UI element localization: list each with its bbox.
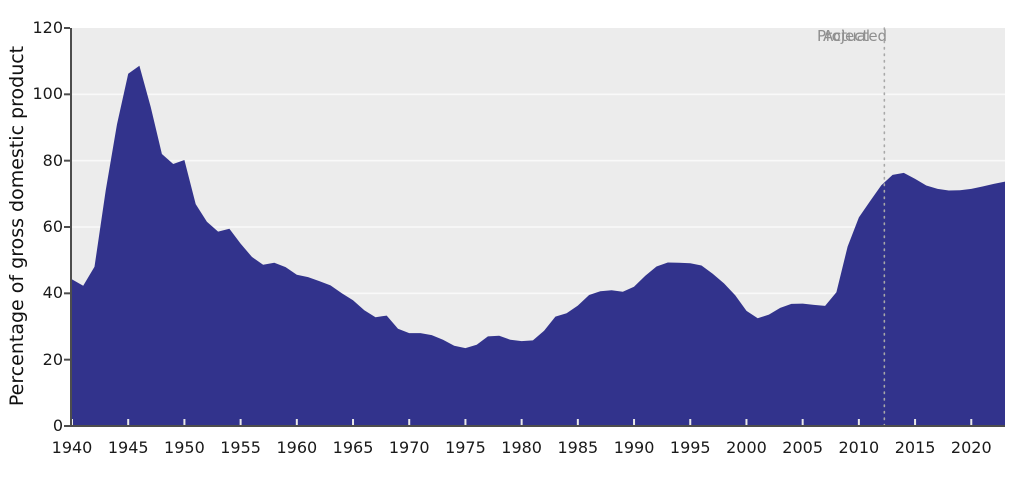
x-tick-label: 2010 [838,438,880,457]
x-tick-label: 1960 [276,438,318,457]
x-tick-label: 1970 [388,438,430,457]
y-tick-label: 0 [52,416,63,435]
x-tick-label: 2005 [782,438,824,457]
x-tick-label: 2020 [950,438,992,457]
x-tick-label: 1995 [669,438,711,457]
projected-label: Projected [817,27,888,45]
x-tick-label: 1975 [445,438,486,457]
x-tick-label: 1980 [501,438,542,457]
x-tick-label: 1955 [220,438,261,457]
x-tick-label: 1950 [164,438,205,457]
actual-label: Actual [823,27,870,45]
x-tick-label: 2015 [894,438,936,457]
x-tick-label: 2000 [726,438,767,457]
y-tick-label: 20 [42,349,63,369]
y-tick-label: 40 [42,283,63,303]
x-tick-label: 1940 [51,438,93,457]
x-tick-label: 1985 [557,438,599,457]
y-tick-label: 80 [42,150,63,170]
y-tick-label: 60 [42,217,63,236]
x-tick-label: 1945 [107,438,149,457]
x-tick-label: 1965 [332,438,374,457]
y-tick-label: 100 [32,84,63,104]
x-tick-label: 1990 [613,438,655,457]
area-series [72,65,1005,427]
y-tick-label: 120 [32,18,63,37]
